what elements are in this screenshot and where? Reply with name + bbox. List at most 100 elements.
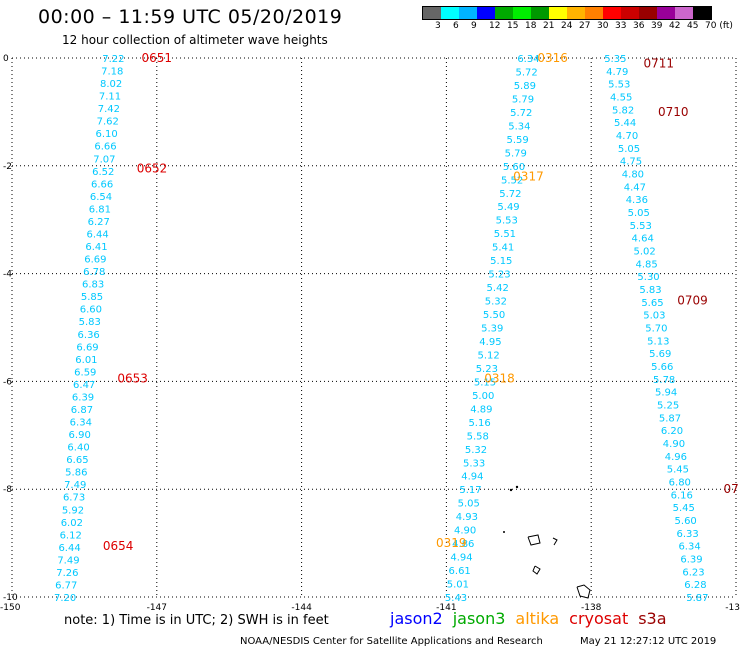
data-label-altika: 5.43 (445, 593, 467, 604)
legend-swatch (423, 7, 441, 19)
data-label-altika: 5.60 (503, 162, 525, 173)
data-label-cryosat: 5.83 (79, 317, 101, 328)
data-label-altika: 5.53 (496, 216, 518, 227)
data-label-s3a: 5.35 (604, 54, 626, 65)
data-label-cryosat: 7.49 (57, 555, 79, 566)
data-label-cryosat: 5.86 (65, 468, 87, 479)
data-label-cryosat: 6.01 (75, 355, 97, 366)
legend-label: 12 (489, 21, 501, 31)
legend-swatch (549, 7, 567, 19)
legend-label: 18 (525, 21, 537, 31)
data-label-altika: 5.12 (478, 350, 500, 361)
y-tick-label: -4 (3, 270, 12, 280)
data-label-s3a: 5.44 (614, 118, 636, 129)
data-label-cryosat: 6.66 (91, 179, 113, 190)
data-label-cryosat: 6.77 (55, 580, 77, 591)
credit-line: NOAA/NESDIS Center for Satellite Applica… (240, 636, 716, 647)
island-outline (509, 488, 513, 492)
legend-label: 70 (ft) (705, 21, 733, 31)
data-label-altika: 4.95 (479, 337, 501, 348)
data-label-cryosat: 6.10 (95, 129, 117, 140)
satellite-jason2: jason2 (390, 609, 443, 628)
footnote: note: 1) Time is in UTC; 2) SWH is in fe… (64, 613, 329, 628)
y-tick-label: -8 (3, 485, 12, 495)
data-label-cryosat: 6.34 (70, 418, 92, 429)
data-label-s3a: 5.03 (643, 311, 665, 322)
legend-label: 30 (597, 21, 609, 31)
data-label-altika: 5.49 (497, 202, 519, 213)
data-label-s3a: 5.65 (641, 298, 663, 309)
satellite-s3a: s3a (638, 609, 667, 628)
data-label-s3a: 5.30 (637, 272, 659, 283)
data-label-cryosat: 6.44 (58, 543, 80, 554)
legend-label: 36 (633, 21, 645, 31)
chart-subtitle: 12 hour collection of altimeter wave hei… (62, 33, 328, 47)
legend-swatch (441, 7, 459, 19)
satellite-legend: jason2 jason3 altika cryosat s3a (390, 609, 677, 628)
data-label-altika: 5.23 (476, 364, 498, 375)
data-label-cryosat: 6.65 (66, 455, 88, 466)
data-label-altika: 5.89 (514, 81, 536, 92)
data-label-cryosat: 6.47 (73, 380, 95, 391)
legend-label: 42 (669, 21, 681, 31)
data-label-cryosat: 7.62 (97, 117, 119, 128)
data-label-altika: 5.00 (472, 391, 494, 402)
data-label-cryosat: 6.12 (60, 530, 82, 541)
time-label-s3a: 07 (724, 482, 739, 496)
data-label-altika: 4.93 (456, 512, 478, 523)
data-label-altika: 4.94 (450, 553, 472, 564)
data-label-s3a: 5.66 (651, 362, 673, 373)
data-label-cryosat: 6.87 (71, 405, 93, 416)
data-label-cryosat: 6.39 (72, 392, 94, 403)
legend-label: 33 (615, 21, 627, 31)
data-label-s3a: 5.53 (630, 221, 652, 232)
data-label-altika: 6.61 (449, 566, 471, 577)
legend-swatch (675, 7, 693, 19)
data-label-cryosat: 5.85 (81, 292, 103, 303)
data-label-s3a: 5.02 (634, 247, 656, 258)
island-outline (515, 485, 519, 489)
time-label-s3a: 0711 (643, 56, 674, 70)
data-label-altika: 5.42 (487, 283, 509, 294)
data-label-s3a: 6.23 (682, 567, 704, 578)
data-label-s3a: 4.70 (616, 131, 638, 142)
data-label-s3a: 6.16 (671, 490, 693, 501)
time-label-cryosat: 0652 (137, 161, 168, 175)
data-label-cryosat: 7.22 (102, 54, 124, 65)
data-label-altika: 5.59 (506, 135, 528, 146)
legend-swatch (459, 7, 477, 19)
legend-swatch (477, 7, 495, 19)
data-label-cryosat: 7.20 (54, 593, 76, 604)
data-label-altika: 5.72 (516, 67, 538, 78)
color-scale-legend: 3 6 9 12 15 18 21 24 27 30 33 36 39 42 45 70 (ft) (422, 6, 733, 32)
data-label-altika: 5.23 (488, 270, 510, 281)
data-label-altika: 4.89 (470, 404, 492, 415)
legend-swatch (621, 7, 639, 19)
x-tick-label: -150 (0, 603, 21, 613)
data-label-cryosat: 6.90 (69, 430, 91, 441)
data-label-s3a: 6.28 (684, 580, 706, 591)
data-label-s3a: 5.13 (647, 336, 669, 347)
data-label-altika: 5.32 (485, 297, 507, 308)
data-label-altika: 5.51 (494, 229, 516, 240)
color-scale-bar (422, 6, 712, 20)
time-label-altika: 0316 (537, 51, 568, 65)
data-label-s3a: 6.39 (680, 555, 702, 566)
y-tick-label: 0 (3, 54, 9, 64)
data-label-s3a: 5.05 (628, 208, 650, 219)
legend-swatch (495, 7, 513, 19)
data-label-s3a: 5.94 (655, 388, 677, 399)
chart-title: 00:00 – 11:59 UTC 05/20/2019 (38, 6, 343, 28)
legend-label: 45 (687, 21, 699, 31)
data-label-cryosat: 7.11 (99, 92, 121, 103)
data-label-altika: 5.58 (467, 431, 489, 442)
y-tick-label: -6 (3, 377, 12, 387)
credit-text: NOAA/NESDIS Center for Satellite Applica… (240, 636, 543, 647)
data-label-s3a: 5.60 (675, 516, 697, 527)
data-label-s3a: 4.36 (626, 195, 648, 206)
data-label-altika: 4.94 (461, 472, 483, 483)
data-label-altika: 5.33 (463, 458, 485, 469)
legend-label: 9 (471, 21, 477, 31)
legend-label: 27 (579, 21, 591, 31)
